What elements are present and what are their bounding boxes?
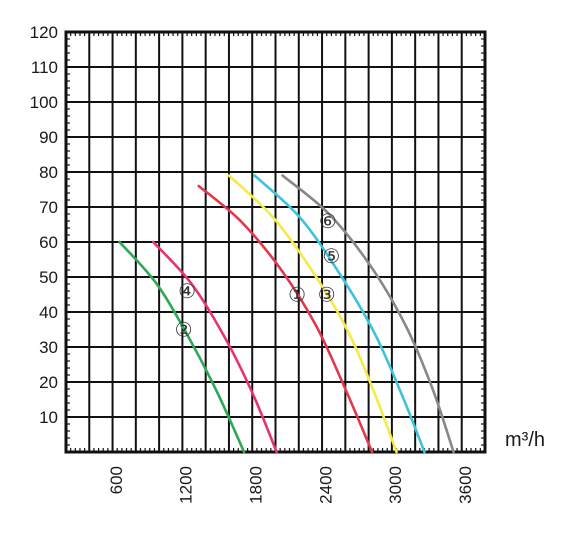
curve-label: ③ <box>318 283 336 307</box>
curve-label: ① <box>288 283 306 307</box>
x-axis-tick-labels: 600 1200 1800 2400 3000 3600 <box>107 466 475 504</box>
y-tick-label: 40 <box>39 303 58 322</box>
y-tick-label: 100 <box>30 93 58 112</box>
curve-label-text: ① <box>288 283 306 307</box>
curve-label: ⑤ <box>322 244 340 268</box>
curve-label-text: ④ <box>178 279 196 303</box>
x-axis-unit-label: m³/h <box>505 429 545 451</box>
y-tick-label: 70 <box>39 198 58 217</box>
performance-curves <box>118 174 455 454</box>
x-tick-label: 2400 <box>316 466 335 504</box>
y-tick-label: 50 <box>39 268 58 287</box>
x-tick-label: 1200 <box>177 466 196 504</box>
grid <box>64 30 487 454</box>
curve-series <box>253 174 426 454</box>
curve-label: ④ <box>178 279 196 303</box>
curve-label: ⑥ <box>319 209 337 233</box>
curve-label-text: ② <box>175 318 193 342</box>
x-tick-label: 1800 <box>247 466 266 504</box>
x-tick-label: 3000 <box>386 466 405 504</box>
curve-series <box>118 240 246 454</box>
curve-series <box>197 184 374 454</box>
curve-label-text: ⑥ <box>319 209 337 233</box>
y-tick-label: 120 <box>30 23 58 42</box>
y-tick-label: 110 <box>31 58 58 77</box>
y-axis-tick-labels: 10 20 30 40 50 60 70 80 90 100 110 120 <box>30 23 58 427</box>
curve-label-text: ③ <box>318 283 336 307</box>
y-tick-label: 20 <box>39 373 58 392</box>
y-tick-label: 80 <box>39 163 58 182</box>
curve-label-text: ⑤ <box>322 244 340 268</box>
curve-label: ② <box>175 318 193 342</box>
y-tick-label: 60 <box>39 233 58 252</box>
curve-series <box>281 174 455 454</box>
curve-series <box>151 240 278 454</box>
y-tick-label: 10 <box>39 408 58 427</box>
x-tick-label: 600 <box>107 466 126 494</box>
y-tick-label: 90 <box>39 128 58 147</box>
x-tick-label: 3600 <box>456 466 475 504</box>
curve-series <box>227 174 398 454</box>
curve-number-labels: ① ② ③ ④ ⑤ ⑥ <box>175 209 341 342</box>
y-tick-label: 30 <box>39 338 58 357</box>
